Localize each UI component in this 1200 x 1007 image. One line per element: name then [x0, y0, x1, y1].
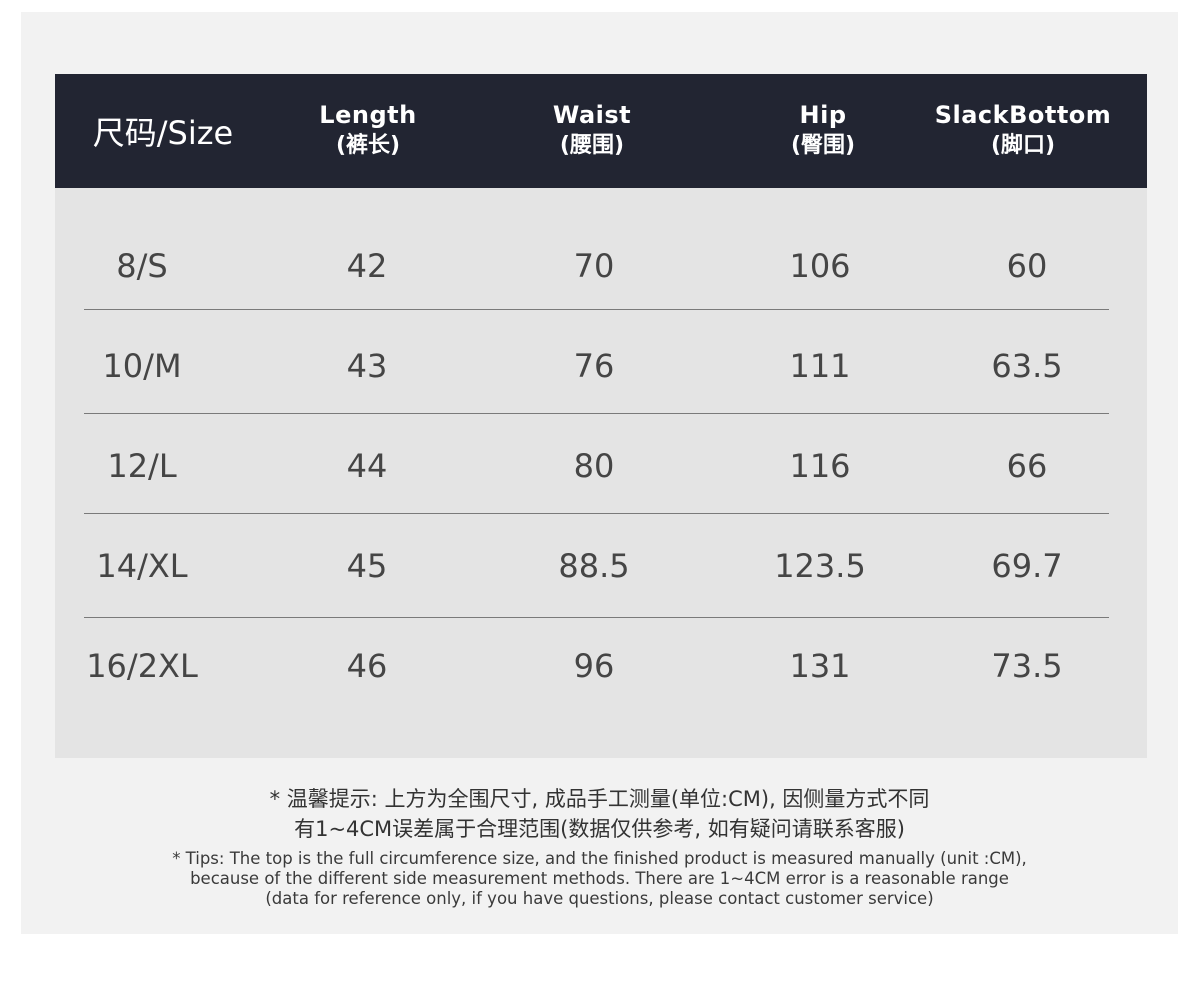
row-divider: [84, 617, 1109, 618]
cell-hip: 131: [789, 647, 851, 685]
cell-length: 46: [346, 647, 388, 685]
cell-hip: 106: [789, 247, 851, 285]
row-divider: [84, 413, 1109, 414]
table-row: 12/L 44 80 116 66: [55, 416, 1147, 516]
cell-length: 42: [346, 247, 388, 285]
note-zh-line-1: * 温馨提示: 上方为全围尺寸, 成品手工测量(单位:CM), 因侧量方式不同: [269, 787, 930, 811]
header-slack-bottom-en: SlackBottom: [934, 101, 1112, 129]
header-slack-bottom: SlackBottom (脚口): [935, 74, 1112, 188]
table-row: 14/XL 45 88.5 123.5 69.7: [55, 516, 1147, 616]
cell-slack-bottom: 66: [1006, 447, 1048, 485]
row-divider: [84, 309, 1109, 310]
note-en-line-3: (data for reference only, if you have qu…: [265, 889, 934, 908]
note-en-line-1: * Tips: The top is the full circumferenc…: [172, 849, 1027, 868]
table-body: 8/S 42 70 106 60 10/M 43 76 111 63.5 12/…: [55, 188, 1147, 758]
cell-size: 16/2XL: [86, 647, 198, 685]
cell-length: 45: [346, 547, 388, 585]
cell-waist: 88.5: [558, 547, 630, 585]
header-length: Length (裤长): [319, 74, 416, 188]
cell-size: 10/M: [102, 347, 182, 385]
measurement-notes: * 温馨提示: 上方为全围尺寸, 成品手工测量(单位:CM), 因侧量方式不同 …: [21, 784, 1178, 909]
cell-size: 8/S: [116, 247, 168, 285]
cell-waist: 80: [573, 447, 615, 485]
header-slack-bottom-zh: (脚口): [990, 133, 1056, 158]
row-divider: [84, 513, 1109, 514]
header-hip: Hip (臀围): [791, 74, 855, 188]
note-en-block: * Tips: The top is the full circumferenc…: [21, 849, 1178, 909]
size-table: 尺码/Size Length (裤长) Waist (腰围) Hip (臀围) …: [55, 74, 1147, 758]
header-hip-zh: (臀围): [790, 133, 856, 158]
cell-slack-bottom: 60: [1006, 247, 1048, 285]
header-waist-en: Waist: [552, 101, 632, 129]
header-hip-en: Hip: [799, 101, 847, 129]
cell-hip: 123.5: [774, 547, 866, 585]
cell-size: 12/L: [107, 447, 177, 485]
cell-size: 14/XL: [96, 547, 188, 585]
header-length-en: Length: [319, 101, 417, 129]
cell-hip: 111: [789, 347, 851, 385]
header-size: 尺码/Size: [93, 74, 233, 188]
size-chart-panel: 尺码/Size Length (裤长) Waist (腰围) Hip (臀围) …: [21, 12, 1178, 934]
cell-waist: 96: [573, 647, 615, 685]
header-waist: Waist (腰围): [553, 74, 631, 188]
note-zh-line-2: 有1~4CM误差属于合理范围(数据仅供参考, 如有疑问请联系客服): [294, 817, 905, 841]
cell-slack-bottom: 63.5: [991, 347, 1063, 385]
table-row: 10/M 43 76 111 63.5: [55, 316, 1147, 416]
cell-slack-bottom: 73.5: [991, 647, 1063, 685]
table-row: 8/S 42 70 106 60: [55, 216, 1147, 316]
cell-length: 44: [346, 447, 388, 485]
cell-slack-bottom: 69.7: [991, 547, 1063, 585]
table-header: 尺码/Size Length (裤长) Waist (腰围) Hip (臀围) …: [55, 74, 1147, 188]
note-en-line-2: because of the different side measuremen…: [190, 869, 1009, 888]
cell-waist: 70: [573, 247, 615, 285]
cell-length: 43: [346, 347, 388, 385]
table-row: 16/2XL 46 96 131 73.5: [55, 616, 1147, 716]
cell-hip: 116: [789, 447, 851, 485]
cell-waist: 76: [573, 347, 615, 385]
header-size-label: 尺码/Size: [92, 114, 234, 152]
header-length-zh: (裤长): [335, 133, 401, 158]
header-waist-zh: (腰围): [559, 133, 625, 158]
